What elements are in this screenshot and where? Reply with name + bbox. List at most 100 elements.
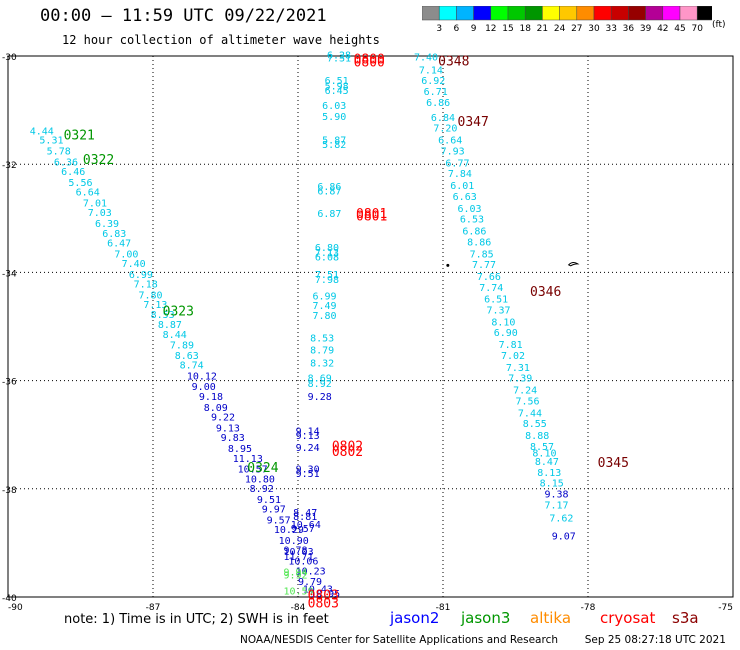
wave-height-label: 7.00 [114, 249, 138, 260]
wave-height-label: 5.98 [325, 82, 349, 93]
wave-height-label: 5.87 [322, 136, 346, 147]
wave-height-label: 8.15 [540, 479, 564, 490]
wave-height-label: 10.29 [274, 525, 304, 536]
colorbar-tick-label: 24 [554, 24, 566, 34]
pass-time-label: 0323 [163, 304, 194, 319]
pass-time-label: 0802 [332, 440, 363, 455]
wave-height-label: 8.10 [491, 317, 515, 328]
wave-height-label: 8.53 [151, 310, 175, 321]
legend-altika: altika [530, 609, 572, 627]
wave-height-label: 8.87 [158, 320, 182, 331]
pass-time-label: 0347 [458, 115, 489, 130]
wave-height-label: 9.38 [545, 489, 569, 500]
map-title: 00:00 – 11:59 UTC 09/22/2021 [40, 6, 327, 26]
wave-height-label: 8.47 [293, 508, 317, 519]
wave-height-label: 10.95 [310, 589, 340, 600]
wave-height-label: 7.40 [122, 259, 146, 270]
wave-height-label: 6.51 [325, 76, 349, 87]
wave-height-label: 7.31 [506, 363, 530, 374]
pass-time-label: 0348 [438, 54, 469, 69]
colorbar-tick-label: 70 [691, 24, 703, 34]
wave-height-label: 9.57 [267, 515, 291, 526]
pass-time-label: 0800 [354, 55, 385, 70]
wave-height-label: 6.86 [317, 182, 341, 193]
x-tick-label: -87 [146, 603, 161, 613]
wave-height-label: 10.59 [284, 586, 314, 597]
wave-height-label: 8.92 [250, 484, 274, 495]
wave-height-label: 7.24 [513, 386, 537, 397]
wave-height-label: 7.17 [545, 500, 569, 511]
wave-height-label: 7.56 [516, 396, 540, 407]
wave-height-label: 5.31 [39, 136, 63, 147]
wave-height-label: 5.78 [47, 146, 71, 157]
wave-height-colorbar: 3 6 9 12 15 18 21 24 27 30 33 36 39 42 45 70 [422, 6, 712, 34]
wave-height-label: 7.81 [499, 340, 523, 351]
wave-height-label: 7.66 [477, 272, 501, 283]
wave-height-label: 6.71 [424, 87, 448, 98]
colorbar-tick-label: 42 [657, 24, 668, 34]
wave-height-label: 8.09 [204, 403, 228, 414]
wave-height-label: 9.92 [284, 571, 308, 582]
wave-height-label: 8.44 [163, 330, 187, 341]
wave-height-label: 6.28 [327, 51, 351, 62]
wave-height-label: 6.99 [129, 270, 153, 281]
wave-height-label: 7.37 [487, 306, 511, 317]
wave-height-label: 8.13 [537, 468, 561, 479]
wave-height-label: 10.64 [291, 520, 321, 531]
wave-height-label: 9.22 [211, 413, 235, 424]
footer-note: note: 1) Time is in UTC; 2) SWH is in fe… [64, 612, 329, 627]
wave-height-label: 6.92 [421, 76, 445, 87]
wave-height-label: 6.86 [462, 227, 486, 238]
wave-height-label: 10.43 [303, 585, 333, 596]
wave-height-label: 5.90 [322, 112, 346, 123]
x-tick-label: -81 [436, 603, 451, 613]
wave-height-label: 7.77 [472, 260, 496, 271]
wave-height-label: 7.02 [501, 351, 525, 362]
wave-height-label: 7.84 [448, 169, 472, 180]
wave-height-label: 9.83 [221, 433, 245, 444]
wave-height-label: 8.10 [532, 448, 556, 459]
pass-time-label: 0321 [64, 128, 95, 143]
y-tick-label: -32 [2, 161, 17, 171]
colorbar-tick-label: 18 [519, 24, 531, 34]
wave-height-label: 6.53 [460, 215, 484, 226]
wave-height-label: 7.74 [479, 283, 503, 294]
pass-time-label: 0322 [83, 153, 114, 168]
legend-s3a: s3a [672, 609, 699, 627]
wave-height-label: 6.03 [458, 204, 482, 215]
island-dot [446, 263, 450, 267]
legend-jason3: jason3 [461, 609, 511, 627]
wave-height-label: 6.64 [76, 188, 100, 199]
wave-height-label: 9.18 [199, 392, 223, 403]
wave-height-label: 7.80 [139, 290, 163, 301]
wave-height-label: 10.06 [288, 557, 318, 568]
wave-height-label: 7.13 [315, 248, 339, 259]
pass-time-label: 0801 [356, 210, 387, 225]
wave-height-label: 8.81 [293, 512, 317, 523]
wave-height-label: 11.13 [233, 454, 263, 465]
wave-height-label: 9.00 [192, 382, 216, 393]
wave-height-label: 6.99 [313, 291, 337, 302]
wave-height-label: 7.14 [419, 65, 443, 76]
wave-height-label: 9.97 [262, 505, 286, 516]
colorbar-tick-label: 45 [674, 24, 685, 34]
wave-height-label: 7.89 [170, 341, 194, 352]
x-tick-label: -78 [581, 603, 596, 613]
wave-height-label: 6.45 [325, 86, 349, 97]
wave-height-label: 9.79 [298, 577, 322, 588]
wave-height-label: 7.98 [315, 275, 339, 286]
x-tick-label: -75 [718, 603, 733, 613]
x-tick-label: -84 [291, 603, 306, 613]
pass-time-label: 0803 [308, 596, 339, 611]
wave-height-label: 6.87 [317, 186, 341, 197]
wave-height-label: 8.95 [228, 444, 252, 455]
wave-height-label: 6.63 [453, 192, 477, 203]
wave-height-label: 7.93 [441, 146, 465, 157]
wave-height-label: 10.57 [238, 465, 268, 476]
wave-height-label: 10.23 [296, 566, 326, 577]
colorbar-tick-label: 39 [640, 24, 652, 34]
colorbar-tick-label: 33 [605, 24, 616, 34]
wave-height-label: 5.82 [322, 140, 346, 151]
